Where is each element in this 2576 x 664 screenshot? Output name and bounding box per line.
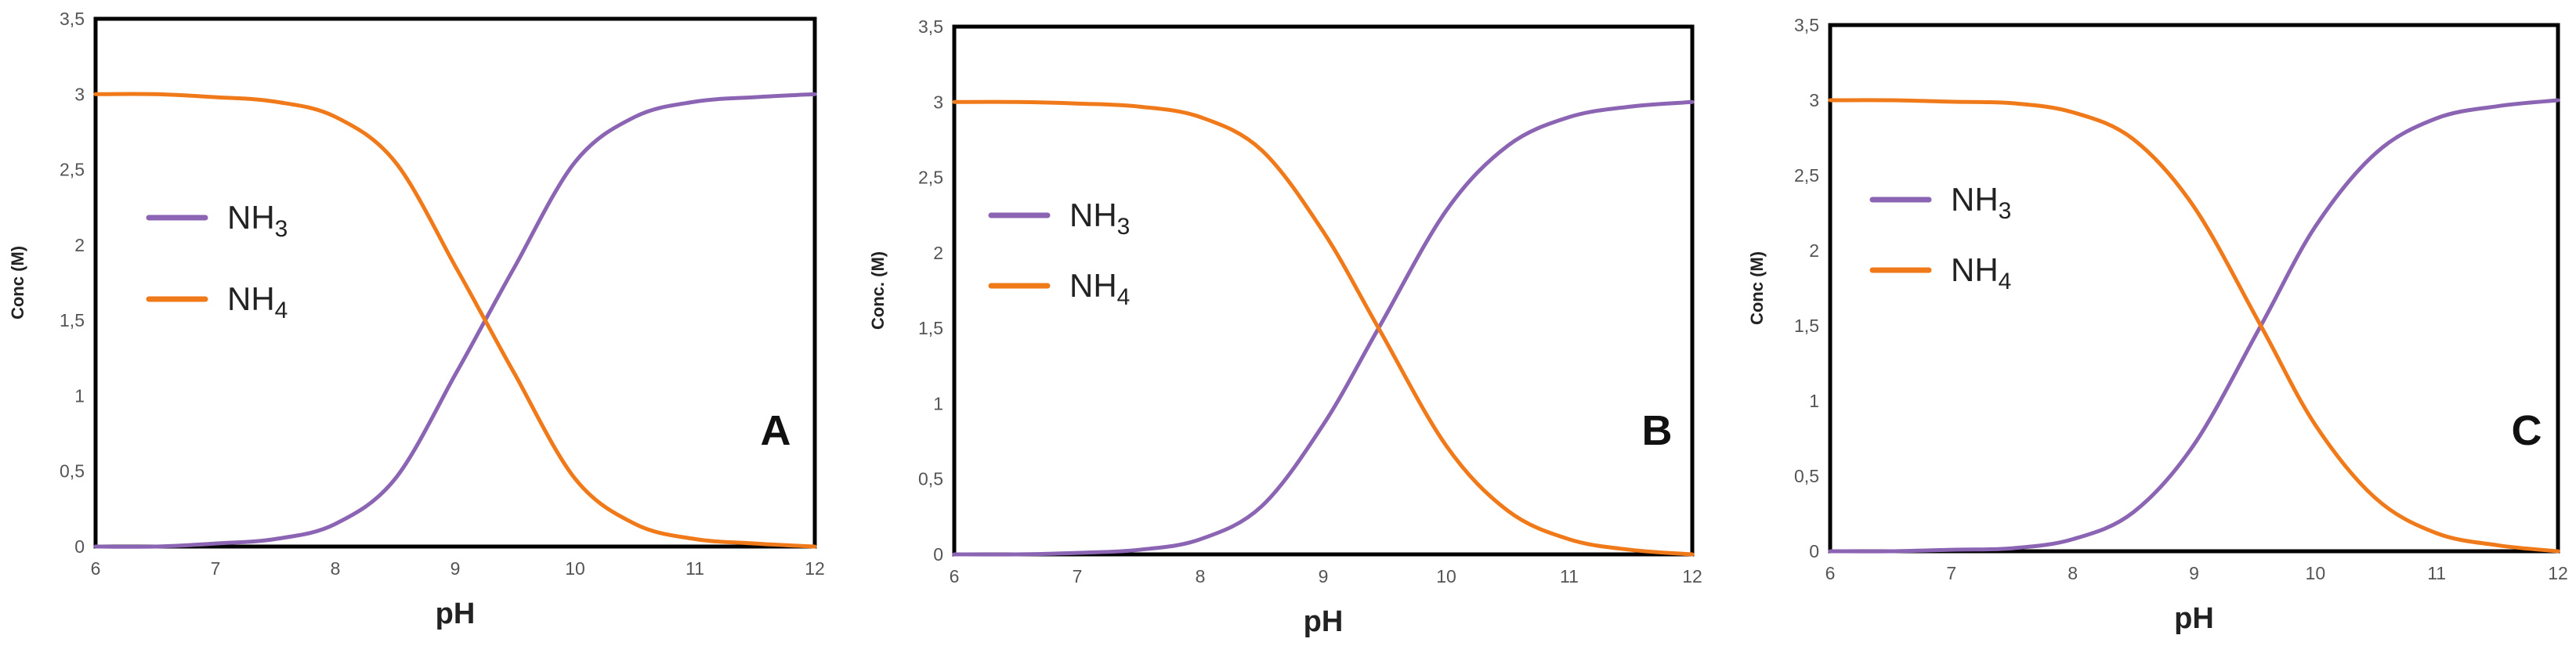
legend-label: NH4 — [227, 280, 288, 323]
x-tick-label: 11 — [2427, 563, 2446, 583]
legend-entry-nh3: NH3 — [988, 197, 1130, 240]
x-tick-label: 12 — [1682, 566, 1702, 586]
chart-panel-c: 0 0,5 1 1,5 2 2,5 3 3,5 6 7 8 9 10 11 12 pH Conc (M) NH3 N… — [1747, 15, 2568, 635]
legend-entry-nh4: NH4 — [988, 267, 1130, 310]
plot-frame — [93, 16, 817, 549]
y-tick-label: 2 — [74, 235, 85, 255]
series-line-nh3 — [93, 92, 817, 549]
legend-entry-nh4: NH4 — [146, 280, 288, 323]
y-tick-label: 2 — [933, 243, 943, 263]
x-tick-label: 7 — [1073, 566, 1083, 586]
legend-label: NH3 — [1951, 181, 2011, 224]
x-tick-label: 7 — [211, 558, 221, 579]
y-tick-label: 0,5 — [60, 461, 85, 482]
legend-label: NH3 — [227, 199, 288, 242]
x-tick-label: 11 — [686, 558, 704, 579]
x-tick-label: 10 — [2306, 563, 2326, 583]
y-tick-label: 2,5 — [1794, 165, 1819, 186]
x-tick-label: 9 — [1319, 566, 1329, 586]
legend-label: NH4 — [1069, 267, 1130, 310]
chart-panel-a: 0 0,5 1 1,5 2 2,5 3 3,5 6 7 8 9 10 11 12 pH Conc (M) NH3 N… — [8, 9, 825, 630]
x-tick-label: 6 — [91, 558, 101, 579]
y-tick-label: 3 — [74, 84, 85, 104]
y-tick-label: 2 — [1809, 240, 1819, 261]
panel-label: A — [761, 407, 791, 454]
legend-label: NH4 — [1951, 251, 2011, 294]
x-axis-label: pH — [2174, 602, 2214, 635]
chart-panel-b: 0 0,5 1 1,5 2 2,5 3 3,5 6 7 8 9 10 11 12 pH Conc. (M) NH3… — [868, 16, 1702, 638]
panel-label: B — [1642, 407, 1673, 454]
series-line-nh3 — [952, 99, 1695, 557]
series-line-nh3 — [1828, 98, 2560, 554]
x-tick-label: 9 — [2189, 563, 2199, 583]
legend-entry-nh3: NH3 — [1869, 181, 2011, 224]
x-tick-label: 11 — [1560, 566, 1579, 586]
x-tick-label: 8 — [2068, 563, 2078, 583]
y-tick-label: 3,5 — [1794, 15, 1819, 35]
y-tick-label: 1 — [1809, 391, 1819, 411]
y-tick-label: 0,5 — [918, 469, 943, 489]
y-tick-label: 0 — [74, 536, 85, 557]
y-tick-label: 3 — [1809, 90, 1819, 110]
x-axis-label: pH — [436, 597, 476, 630]
y-tick-label: 1,5 — [1794, 316, 1819, 336]
y-tick-label: 3,5 — [918, 16, 943, 37]
x-tick-label: 10 — [565, 558, 585, 579]
plot-frame — [1828, 23, 2560, 554]
legend-entry-nh4: NH4 — [1869, 251, 2011, 294]
y-tick-label: 2,5 — [60, 160, 85, 180]
panel-label: C — [2512, 407, 2542, 454]
x-tick-label: 12 — [2548, 563, 2568, 583]
series-line-nh4 — [93, 92, 817, 549]
series-line-nh4 — [952, 99, 1695, 557]
x-tick-label: 10 — [1436, 566, 1456, 586]
x-axis-label: pH — [1304, 605, 1344, 638]
plot-frame — [952, 24, 1695, 557]
y-tick-label: 1,5 — [918, 318, 943, 338]
x-tick-label: 7 — [1946, 563, 1956, 583]
y-tick-label: 1,5 — [60, 310, 85, 330]
x-tick-label: 9 — [450, 558, 461, 579]
y-axis-label: Conc (M) — [8, 246, 27, 319]
y-tick-label: 1 — [74, 385, 85, 406]
y-axis-label: Conc (M) — [1747, 251, 1767, 325]
y-tick-label: 0 — [933, 544, 943, 565]
x-tick-label: 6 — [950, 566, 960, 586]
x-tick-label: 12 — [805, 558, 825, 579]
x-tick-label: 8 — [1196, 566, 1206, 586]
y-tick-label: 3 — [933, 92, 943, 112]
legend-entry-nh3: NH3 — [146, 199, 288, 242]
series-line-nh4 — [1828, 98, 2560, 554]
y-tick-label: 1 — [933, 393, 943, 413]
y-tick-label: 3,5 — [60, 9, 85, 29]
x-tick-label: 6 — [1825, 563, 1836, 583]
legend-label: NH3 — [1069, 197, 1130, 240]
y-tick-label: 0,5 — [1794, 466, 1819, 486]
y-axis-label: Conc. (M) — [868, 251, 888, 330]
x-tick-label: 8 — [331, 558, 341, 579]
y-tick-label: 2,5 — [918, 168, 943, 188]
y-tick-label: 0 — [1809, 541, 1819, 561]
